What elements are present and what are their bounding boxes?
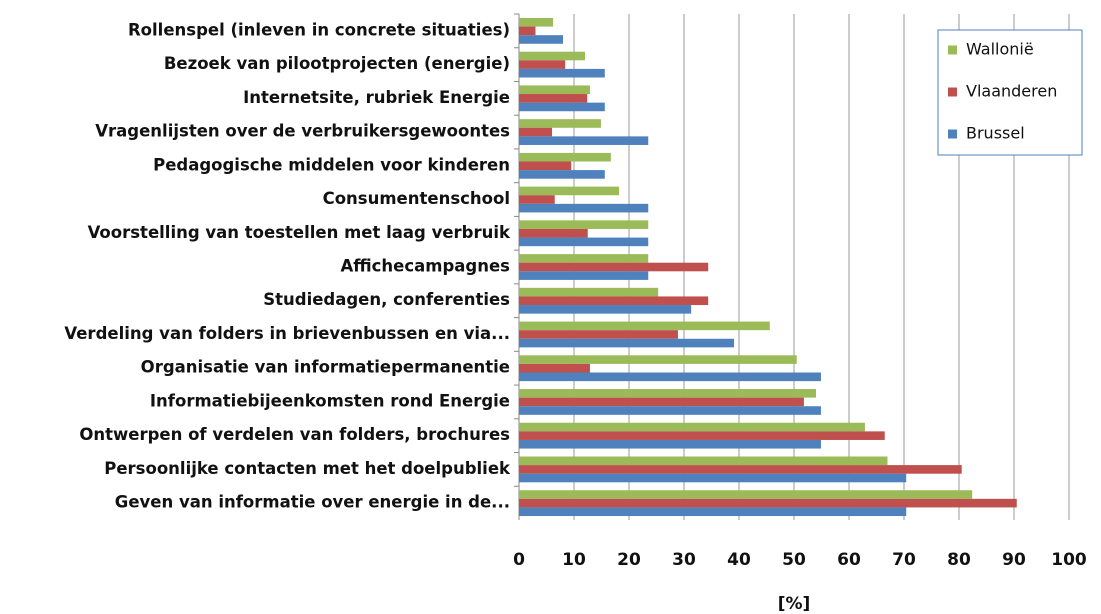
x-tick-label: 70 xyxy=(892,550,916,570)
category-label: Informatiebijeenkomsten rond Energie xyxy=(150,391,510,410)
legend-swatch xyxy=(948,129,957,139)
bar xyxy=(519,507,907,517)
bar xyxy=(519,363,590,373)
category-label: Ontwerpen of verdelen van folders, broch… xyxy=(79,425,510,444)
bar xyxy=(519,220,649,229)
bar xyxy=(519,431,885,440)
bar xyxy=(519,102,605,112)
bar xyxy=(519,152,611,162)
bar xyxy=(519,68,605,78)
legend-swatch xyxy=(948,45,957,55)
x-tick-label: 90 xyxy=(1002,550,1026,570)
category-label: Vragenlijsten over de verbruikersgewoont… xyxy=(95,122,510,141)
bar xyxy=(519,287,659,297)
category-label: Voorstelling van toestellen met laag ver… xyxy=(88,223,511,242)
bar xyxy=(519,465,962,474)
x-tick-label: 60 xyxy=(837,550,861,570)
bar xyxy=(519,473,907,483)
bar xyxy=(519,296,709,306)
x-tick-label: 50 xyxy=(782,550,806,570)
legend-label: Vlaanderen xyxy=(966,82,1057,101)
category-label: Pedagogische middelen voor kinderen xyxy=(153,155,510,174)
legend-box xyxy=(937,29,1083,156)
bar xyxy=(519,397,804,407)
category-label: Organisatie van informatiepermanentie xyxy=(141,358,510,377)
bar xyxy=(519,51,585,61)
bar xyxy=(519,271,649,280)
bar xyxy=(519,355,797,364)
bar xyxy=(519,170,605,179)
legend-label: Wallonië xyxy=(966,40,1034,59)
bar xyxy=(519,439,821,449)
bar xyxy=(519,17,554,27)
category-label: Verdeling van folders in brievenbussen e… xyxy=(64,324,510,343)
bar xyxy=(519,498,1017,508)
category-label: Internetsite, rubriek Energie xyxy=(243,88,510,107)
x-axis-label: [%] xyxy=(778,594,811,614)
bar xyxy=(519,237,649,247)
x-tick-label: 80 xyxy=(947,550,971,570)
category-label: Bezoek van pilootprojecten (energie) xyxy=(164,54,510,73)
bar xyxy=(519,119,601,128)
bar xyxy=(519,372,821,382)
legend-swatch xyxy=(948,87,957,97)
bar xyxy=(519,136,649,145)
bar xyxy=(519,161,572,171)
bar xyxy=(519,490,973,499)
bar xyxy=(519,203,649,213)
category-label: Consumentenschool xyxy=(323,189,510,208)
bar xyxy=(519,406,821,415)
category-label: Geven van informatie over energie in de.… xyxy=(115,493,510,512)
x-tick-label: 100 xyxy=(1051,550,1087,570)
x-tick-label: 30 xyxy=(672,550,696,570)
bar xyxy=(519,35,563,44)
bar xyxy=(519,456,888,466)
bar xyxy=(519,305,692,314)
bar xyxy=(519,60,566,69)
category-label: Affichecampagnes xyxy=(340,257,510,276)
bar xyxy=(519,85,590,95)
bar xyxy=(519,195,555,204)
bar xyxy=(519,422,865,432)
bar xyxy=(519,321,770,331)
bar xyxy=(519,26,536,36)
category-label: Studiedagen, conferenties xyxy=(263,290,510,309)
bar xyxy=(519,127,552,137)
x-tick-label: 40 xyxy=(727,550,751,570)
x-tick-label: 0 xyxy=(513,550,525,570)
bar xyxy=(519,262,709,272)
bar xyxy=(519,94,588,103)
x-tick-label: 10 xyxy=(562,550,586,570)
category-label: Persoonlijke contacten met het doelpubli… xyxy=(104,459,511,478)
bar xyxy=(519,228,588,238)
bar xyxy=(519,186,620,196)
legend-label: Brussel xyxy=(966,124,1025,143)
category-label: Rollenspel (inleven in concrete situatie… xyxy=(128,20,510,39)
bar xyxy=(519,338,735,348)
bar xyxy=(519,330,678,339)
bar xyxy=(519,254,649,263)
bar xyxy=(519,389,816,398)
x-tick-label: 20 xyxy=(617,550,641,570)
